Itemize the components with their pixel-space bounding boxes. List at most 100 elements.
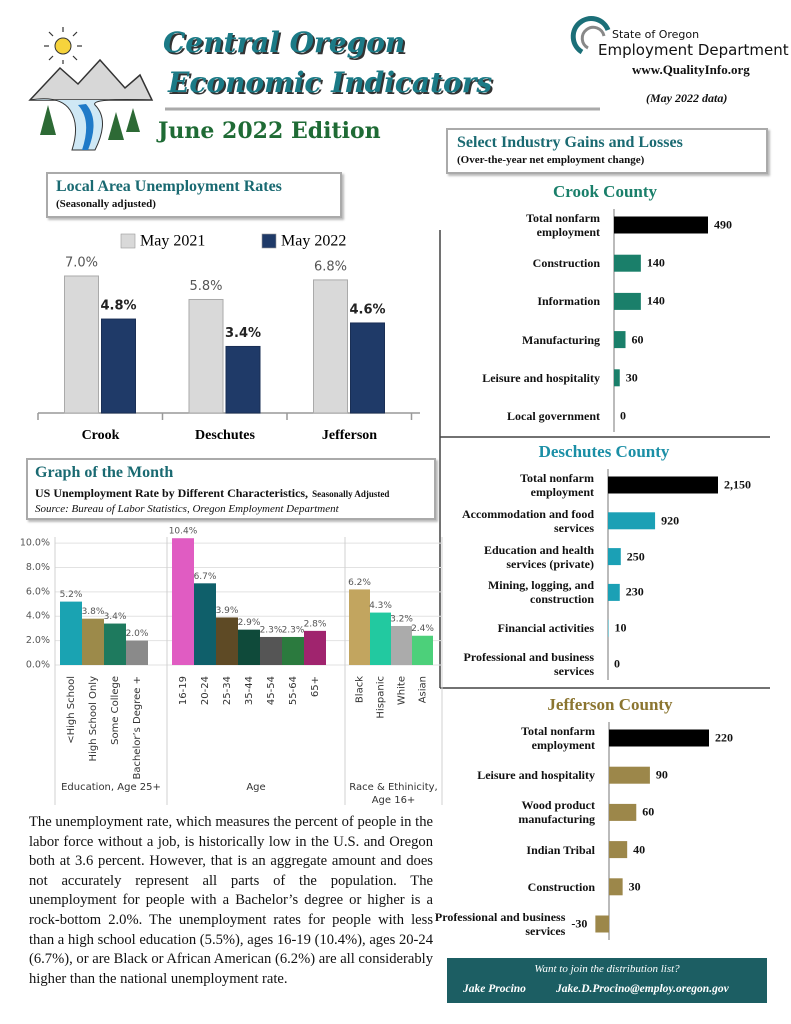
footer-band bbox=[447, 958, 767, 1003]
bar bbox=[609, 803, 637, 821]
value-label: 3.4% bbox=[225, 326, 261, 341]
group-label: Education, Age 25+ bbox=[61, 782, 161, 793]
y-tick-label: 6.0% bbox=[26, 586, 50, 597]
bar bbox=[412, 635, 433, 665]
agency-name: State of Oregon bbox=[612, 28, 700, 41]
value-label: 0 bbox=[620, 408, 626, 423]
panel-title: Deschutes County bbox=[538, 442, 670, 461]
x-tick-label: Jefferson bbox=[322, 428, 377, 443]
chart-title: Local Area Unemployment Rates bbox=[56, 178, 282, 195]
value-label: 5.2% bbox=[60, 590, 83, 600]
chart-header: Graph of the Month US Unemployment Rate … bbox=[26, 458, 436, 520]
footer-email[interactable]: Jake.D.Procino@employ.oregon.gov bbox=[556, 983, 729, 995]
category-label: Construction bbox=[527, 879, 595, 894]
y-tick-label: 8.0% bbox=[26, 562, 50, 573]
chart-subtitle: US Unemployment Rate by Different Charac… bbox=[35, 486, 309, 500]
bar bbox=[614, 254, 641, 272]
bar bbox=[225, 345, 261, 414]
bar bbox=[609, 766, 650, 784]
bar bbox=[614, 292, 641, 310]
bar bbox=[614, 216, 708, 234]
logo-illustration bbox=[28, 27, 154, 151]
bar bbox=[608, 512, 656, 530]
x-tick-label: White bbox=[397, 676, 408, 705]
bar bbox=[101, 318, 136, 414]
value-label: 2.8% bbox=[304, 619, 327, 629]
chart-title: Graph of the Month bbox=[35, 464, 174, 481]
legend-label: May 2021 bbox=[140, 233, 205, 250]
x-tick-label: 65+ bbox=[310, 676, 321, 697]
value-label: 60 bbox=[631, 332, 644, 347]
category-label: Leisure and hospitality bbox=[482, 370, 600, 385]
bar bbox=[349, 589, 370, 665]
x-tick-label: Deschutes bbox=[195, 428, 255, 443]
edition: June 2022 Edition bbox=[158, 118, 381, 144]
data-month: (May 2022 data) bbox=[646, 91, 728, 105]
value-label: 30 bbox=[628, 879, 641, 894]
bar bbox=[126, 640, 148, 665]
x-tick-label: 55-64 bbox=[288, 676, 299, 705]
chart-subtitle-note: Seasonally Adjusted bbox=[312, 489, 390, 499]
legend-label: May 2022 bbox=[281, 233, 346, 250]
page-title: Economic Indicators bbox=[168, 66, 493, 99]
value-label: 6.8% bbox=[314, 259, 347, 274]
value-label: 0 bbox=[614, 656, 620, 671]
category-label: Total nonfarm employment bbox=[526, 211, 600, 239]
bar bbox=[608, 476, 718, 494]
bar bbox=[282, 636, 304, 665]
x-tick-label: Crook bbox=[82, 428, 120, 443]
bar bbox=[260, 636, 282, 665]
category-label: Financial activities bbox=[497, 621, 594, 636]
value-label: 140 bbox=[646, 293, 665, 308]
chart-subtitle: (Over-the-year net employment change) bbox=[457, 154, 645, 166]
value-label: 3.4% bbox=[104, 612, 127, 622]
x-tick-label: Some College bbox=[110, 676, 121, 745]
chart-header: Local Area Unemployment Rates (Seasonall… bbox=[46, 172, 342, 218]
category-label: Manufacturing bbox=[522, 332, 600, 347]
bar bbox=[104, 623, 126, 665]
chart-subtitle: (Seasonally adjusted) bbox=[56, 198, 156, 210]
value-label: 4.8% bbox=[100, 299, 136, 314]
bar bbox=[82, 618, 104, 665]
x-tick-label: 16-19 bbox=[178, 676, 189, 705]
value-label: 2.3% bbox=[260, 625, 283, 635]
x-tick-label: 20-24 bbox=[200, 676, 211, 705]
category-label: Construction bbox=[532, 256, 600, 271]
bar bbox=[608, 548, 621, 566]
category-label: Mining, logging, and construction bbox=[487, 578, 594, 607]
page-title: Central Oregon bbox=[163, 26, 406, 59]
agency-name: Employment Department bbox=[598, 41, 789, 59]
category-label: Local government bbox=[507, 409, 600, 423]
value-label: 7.0% bbox=[65, 256, 98, 271]
value-label: -30 bbox=[571, 916, 588, 931]
panel-title: Crook County bbox=[552, 182, 658, 201]
chart-header: Select Industry Gains and Losses (Over-t… bbox=[446, 128, 768, 174]
value-label: 490 bbox=[714, 217, 732, 232]
category-label: Information bbox=[537, 294, 600, 309]
x-tick-label: 45-54 bbox=[266, 676, 277, 705]
chart-title: Select Industry Gains and Losses bbox=[457, 134, 683, 151]
y-tick-label: 2.0% bbox=[26, 635, 50, 646]
group-label: Race & Ethinicity, Age 16+ bbox=[349, 782, 438, 806]
value-label: 3.8% bbox=[82, 607, 105, 617]
category-label: Professional and business services bbox=[434, 910, 566, 938]
y-tick-label: 10.0% bbox=[20, 538, 50, 549]
y-tick-label: 4.0% bbox=[26, 611, 50, 622]
legend-swatch bbox=[120, 233, 136, 249]
bar bbox=[350, 322, 385, 414]
bar bbox=[370, 612, 391, 665]
legend-swatch bbox=[261, 233, 277, 249]
bar bbox=[194, 583, 216, 665]
bar bbox=[216, 617, 238, 665]
value-label: 10.4% bbox=[169, 527, 198, 537]
value-label: 90 bbox=[655, 767, 668, 782]
category-label: Professional and business services bbox=[463, 650, 594, 678]
bar bbox=[609, 841, 628, 859]
value-label: 2.9% bbox=[238, 618, 261, 628]
value-label: 140 bbox=[646, 255, 665, 270]
value-label: 4.6% bbox=[349, 302, 385, 317]
x-tick-label: 35-44 bbox=[244, 676, 255, 705]
bar bbox=[391, 625, 412, 665]
bar bbox=[64, 275, 99, 414]
